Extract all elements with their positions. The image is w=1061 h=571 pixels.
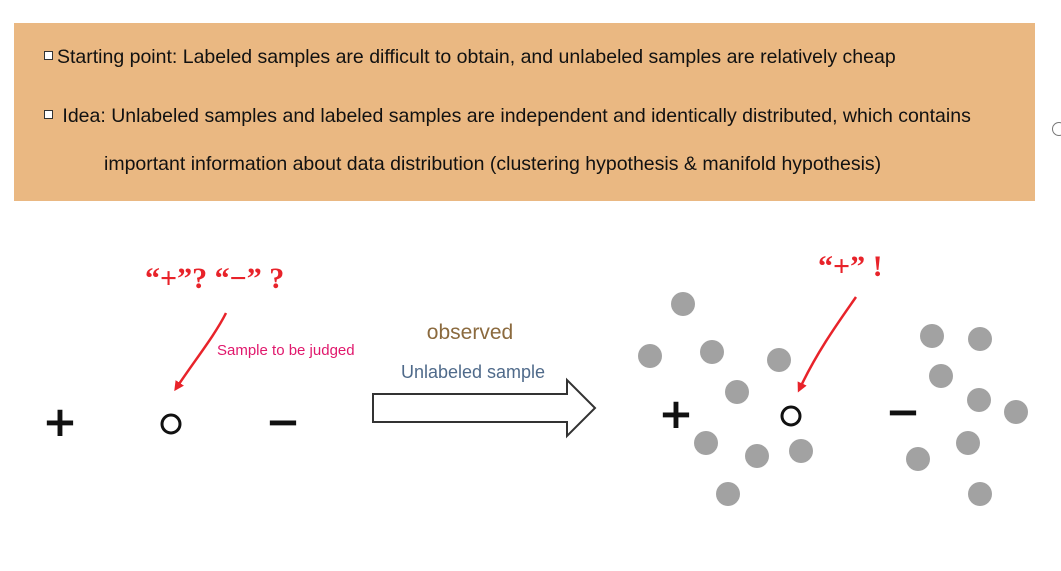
unlabeled-dot — [700, 340, 724, 364]
observed-label: observed — [427, 321, 513, 344]
unlabeled-dot — [906, 447, 930, 471]
unlabeled-dot — [956, 431, 980, 455]
unknown-sample-circle — [160, 413, 182, 435]
banner-line-idea: Idea: Unlabeled samples and labeled samp… — [44, 105, 971, 128]
pointer-arrow-left — [174, 312, 228, 392]
unlabeled-dot — [1004, 400, 1028, 424]
pointer-arrow-right — [797, 296, 858, 393]
unlabeled-dot — [694, 431, 718, 455]
unlabeled-dot — [920, 324, 944, 348]
judged-sample-circle — [780, 405, 802, 427]
question-label: “+”? “−” ? — [145, 262, 284, 295]
unlabeled-dot — [767, 348, 791, 372]
unlabeled-dot — [745, 444, 769, 468]
unlabeled-dots — [638, 292, 1028, 506]
banner-line-idea-continued: important information about data distrib… — [104, 153, 882, 175]
unlabeled-dot — [638, 344, 662, 368]
unlabeled-dot — [929, 364, 953, 388]
unlabeled-dot — [671, 292, 695, 316]
edge-circle-icon — [1052, 122, 1061, 136]
sample-to-be-judged-label: Sample to be judged — [217, 342, 355, 359]
unlabeled-dot — [725, 380, 749, 404]
left-plus-symbol: + — [42, 397, 77, 446]
unlabeled-dot — [968, 327, 992, 351]
unlabeled-dot — [967, 388, 991, 412]
answer-label: “+” ! — [818, 250, 883, 283]
banner-line1-text: Starting point: Labeled samples are diff… — [57, 46, 896, 68]
unlabeled-dot — [968, 482, 992, 506]
unlabeled-sample-label: Unlabeled sample — [401, 362, 545, 382]
info-banner: Starting point: Labeled samples are diff… — [14, 23, 1035, 201]
bullet-square-icon — [44, 110, 53, 119]
right-minus-symbol: − — [885, 387, 920, 436]
right-plus-symbol: + — [658, 389, 693, 438]
unlabeled-dot — [716, 482, 740, 506]
banner-line-starting-point: Starting point: Labeled samples are diff… — [44, 46, 896, 69]
bullet-square-icon — [44, 51, 53, 60]
banner-line2-text: Idea: Unlabeled samples and labeled samp… — [57, 105, 971, 127]
left-minus-symbol: − — [265, 397, 300, 446]
big-right-arrow — [372, 377, 597, 439]
unlabeled-dot — [789, 439, 813, 463]
